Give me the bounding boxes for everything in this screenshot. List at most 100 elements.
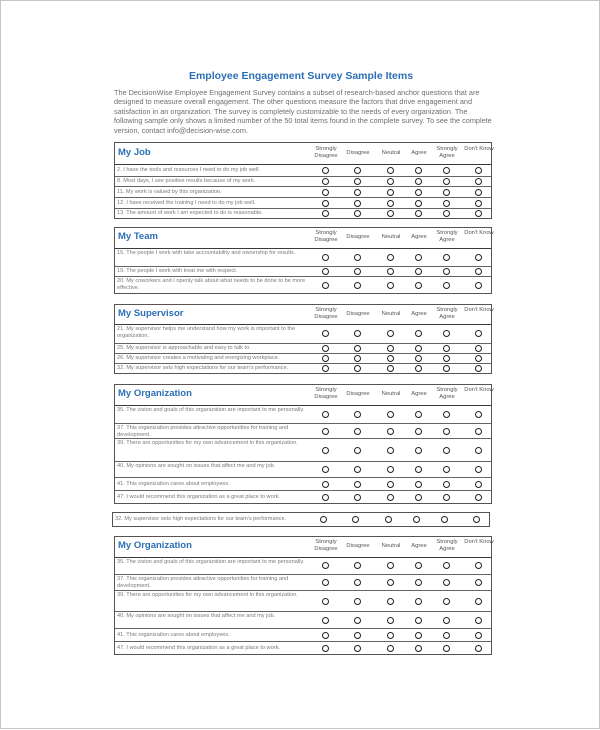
radio-option[interactable] xyxy=(475,210,482,217)
radio-option[interactable] xyxy=(443,355,450,362)
radio-option[interactable] xyxy=(354,199,361,207)
radio-option[interactable] xyxy=(354,365,361,372)
radio-option[interactable] xyxy=(475,631,482,639)
radio-option[interactable] xyxy=(322,268,329,275)
radio-option[interactable] xyxy=(387,410,394,418)
radio-option[interactable] xyxy=(443,330,450,337)
radio-option[interactable] xyxy=(475,493,482,501)
radio-option[interactable] xyxy=(352,515,359,523)
radio-option[interactable] xyxy=(443,631,450,639)
radio-option[interactable] xyxy=(322,466,329,473)
radio-option[interactable] xyxy=(322,355,329,362)
radio-option[interactable] xyxy=(354,281,361,289)
radio-option[interactable] xyxy=(443,493,450,501)
radio-option[interactable] xyxy=(322,281,329,289)
radio-option[interactable] xyxy=(354,579,361,586)
radio-option[interactable] xyxy=(322,253,329,261)
radio-option[interactable] xyxy=(475,446,482,454)
radio-option[interactable] xyxy=(387,446,394,454)
radio-option[interactable] xyxy=(322,178,329,185)
radio-option[interactable] xyxy=(475,562,482,569)
radio-option[interactable] xyxy=(387,365,394,372)
radio-option[interactable] xyxy=(322,493,329,501)
radio-option[interactable] xyxy=(443,562,450,569)
radio-option[interactable] xyxy=(387,253,394,261)
radio-option[interactable] xyxy=(443,480,450,488)
radio-option[interactable] xyxy=(387,166,394,174)
radio-option[interactable] xyxy=(354,480,361,488)
radio-option[interactable] xyxy=(354,253,361,261)
radio-option[interactable] xyxy=(475,410,482,418)
radio-option[interactable] xyxy=(322,644,329,652)
radio-option[interactable] xyxy=(354,493,361,501)
radio-option[interactable] xyxy=(354,410,361,418)
radio-option[interactable] xyxy=(354,166,361,174)
radio-option[interactable] xyxy=(387,644,394,652)
radio-option[interactable] xyxy=(443,345,450,352)
radio-option[interactable] xyxy=(415,330,422,337)
radio-option[interactable] xyxy=(415,178,422,185)
radio-option[interactable] xyxy=(443,597,450,605)
radio-option[interactable] xyxy=(443,644,450,652)
radio-option[interactable] xyxy=(475,188,482,196)
radio-option[interactable] xyxy=(320,515,327,523)
radio-option[interactable] xyxy=(322,616,329,624)
radio-option[interactable] xyxy=(387,281,394,289)
radio-option[interactable] xyxy=(387,330,394,337)
radio-option[interactable] xyxy=(354,446,361,454)
radio-option[interactable] xyxy=(387,562,394,569)
radio-option[interactable] xyxy=(415,253,422,261)
radio-option[interactable] xyxy=(443,199,450,207)
radio-option[interactable] xyxy=(475,644,482,652)
radio-option[interactable] xyxy=(322,166,329,174)
radio-option[interactable] xyxy=(354,562,361,569)
radio-option[interactable] xyxy=(322,562,329,569)
radio-option[interactable] xyxy=(387,355,394,362)
radio-option[interactable] xyxy=(415,597,422,605)
radio-option[interactable] xyxy=(354,188,361,196)
radio-option[interactable] xyxy=(415,210,422,217)
radio-option[interactable] xyxy=(354,616,361,624)
radio-option[interactable] xyxy=(443,466,450,473)
radio-option[interactable] xyxy=(415,493,422,501)
radio-option[interactable] xyxy=(475,281,482,289)
radio-option[interactable] xyxy=(354,466,361,473)
radio-option[interactable] xyxy=(443,410,450,418)
radio-option[interactable] xyxy=(443,166,450,174)
radio-option[interactable] xyxy=(415,644,422,652)
radio-option[interactable] xyxy=(475,345,482,352)
radio-option[interactable] xyxy=(415,616,422,624)
radio-option[interactable] xyxy=(322,446,329,454)
radio-option[interactable] xyxy=(443,427,450,435)
radio-option[interactable] xyxy=(322,345,329,352)
radio-option[interactable] xyxy=(475,253,482,261)
radio-option[interactable] xyxy=(387,427,394,435)
radio-option[interactable] xyxy=(354,268,361,275)
radio-option[interactable] xyxy=(322,427,329,435)
radio-option[interactable] xyxy=(443,616,450,624)
radio-option[interactable] xyxy=(354,631,361,639)
radio-option[interactable] xyxy=(354,644,361,652)
radio-option[interactable] xyxy=(387,188,394,196)
radio-option[interactable] xyxy=(443,365,450,372)
radio-option[interactable] xyxy=(322,365,329,372)
radio-option[interactable] xyxy=(387,178,394,185)
radio-option[interactable] xyxy=(387,631,394,639)
radio-option[interactable] xyxy=(415,446,422,454)
radio-option[interactable] xyxy=(443,178,450,185)
radio-option[interactable] xyxy=(415,355,422,362)
radio-option[interactable] xyxy=(354,210,361,217)
radio-option[interactable] xyxy=(322,410,329,418)
radio-option[interactable] xyxy=(415,427,422,435)
radio-option[interactable] xyxy=(322,210,329,217)
radio-option[interactable] xyxy=(443,281,450,289)
radio-option[interactable] xyxy=(415,466,422,473)
radio-option[interactable] xyxy=(322,579,329,586)
radio-option[interactable] xyxy=(354,345,361,352)
radio-option[interactable] xyxy=(415,480,422,488)
radio-option[interactable] xyxy=(322,199,329,207)
radio-option[interactable] xyxy=(387,616,394,624)
radio-option[interactable] xyxy=(322,597,329,605)
radio-option[interactable] xyxy=(415,562,422,569)
radio-option[interactable] xyxy=(387,345,394,352)
